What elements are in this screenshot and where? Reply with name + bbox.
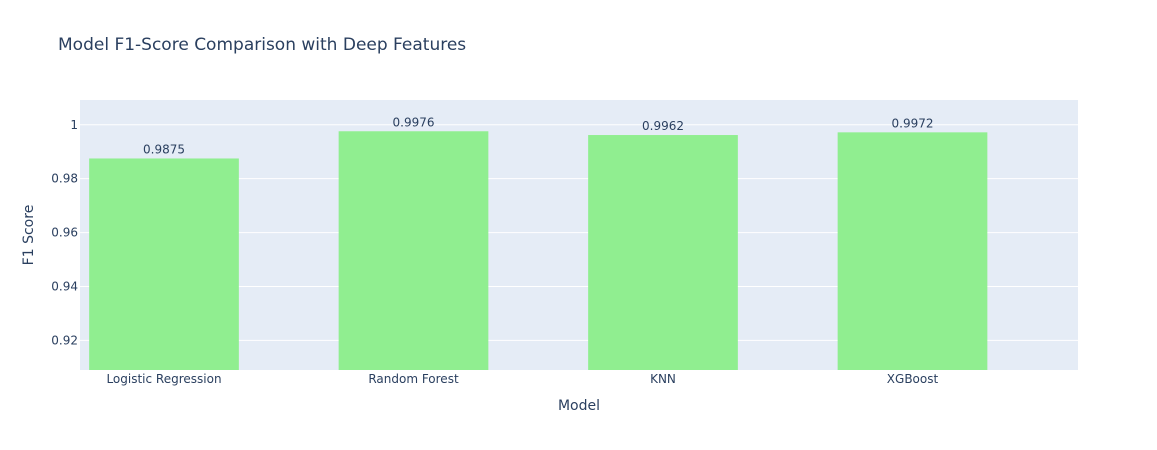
y-tick-label: 0.96 (51, 226, 78, 240)
bar-value-label: 0.9962 (642, 119, 684, 133)
bars (89, 131, 988, 370)
bar (837, 132, 988, 370)
data-labels: 0.9875 0.9976 0.9962 0.9972 (143, 115, 934, 156)
bar-value-label: 0.9976 (393, 115, 435, 129)
bar-value-label: 0.9875 (143, 142, 185, 156)
x-tick-label: KNN (650, 372, 676, 386)
y-tick-label: 0.94 (51, 279, 78, 293)
chart-title: Model F1-Score Comparison with Deep Feat… (58, 35, 466, 55)
x-axis-ticks: Logistic Regression Random Forest KNN XGBoo… (106, 372, 938, 386)
bar (89, 158, 239, 370)
x-axis-label: Model (558, 398, 600, 414)
bar (338, 131, 489, 370)
y-axis-label: F1 Score (21, 205, 37, 266)
x-tick-label: Random Forest (368, 372, 459, 386)
bar-value-label: 0.9972 (892, 116, 934, 130)
y-tick-label: 1 (70, 118, 78, 132)
bar (588, 135, 738, 370)
y-axis-ticks: 0.92 0.94 0.96 0.98 1 (51, 118, 78, 348)
y-tick-label: 0.92 (51, 333, 78, 347)
y-tick-label: 0.98 (51, 172, 78, 186)
x-tick-label: XGBoost (887, 372, 939, 386)
x-tick-label: Logistic Regression (106, 372, 221, 386)
